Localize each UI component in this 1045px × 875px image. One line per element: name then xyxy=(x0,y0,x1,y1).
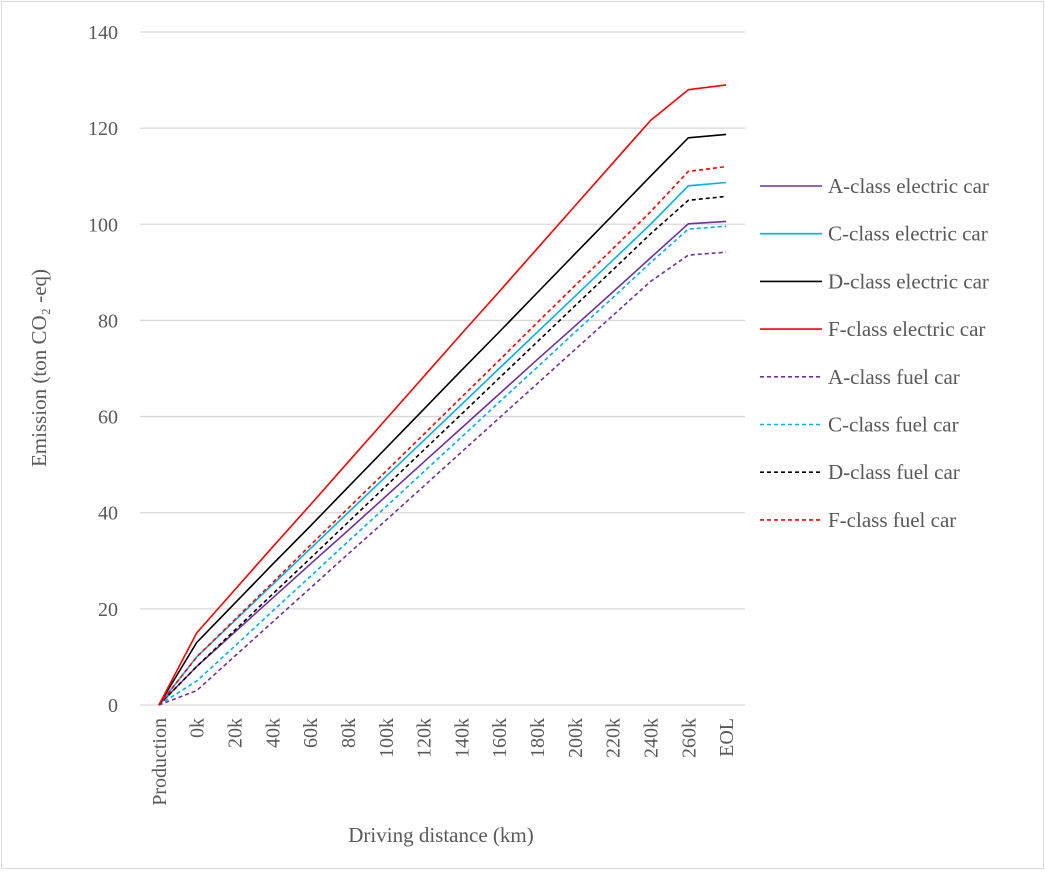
x-tick-label: 180k xyxy=(527,718,549,758)
x-tick-label: 100k xyxy=(376,718,398,758)
y-tick-label: 140 xyxy=(88,22,118,44)
x-tick-label: 200k xyxy=(565,718,587,758)
series-line-2 xyxy=(158,181,727,706)
y-tick-label: 60 xyxy=(98,407,118,429)
x-tick-label: EOL xyxy=(716,718,738,757)
y-tick-label: 0 xyxy=(108,695,118,717)
series-line-1 xyxy=(158,220,727,706)
legend-label: D-class electric car xyxy=(828,269,989,293)
x-tick-label: 0k xyxy=(187,718,209,738)
x-tick-label: 20k xyxy=(225,718,247,748)
x-tick-label: 40k xyxy=(262,718,284,748)
x-tick-label: 60k xyxy=(300,718,322,748)
y-tick-label: 100 xyxy=(88,214,118,236)
legend: A-class electric car C-class electric car… xyxy=(760,174,989,532)
series-line-8 xyxy=(158,165,727,706)
y-axis-ticks: 0 20 40 60 80 100 120 140 xyxy=(88,22,118,717)
legend-label: C-class fuel car xyxy=(828,413,959,437)
x-tick-label: 80k xyxy=(338,718,360,748)
y-tick-label: 80 xyxy=(98,310,118,332)
y-tick-label: 20 xyxy=(98,599,118,621)
series-lines xyxy=(158,84,727,706)
x-tick-label: 220k xyxy=(603,718,625,758)
legend-label: F-class fuel car xyxy=(828,508,956,532)
x-tick-label: 160k xyxy=(489,718,511,758)
x-tick-label: 140k xyxy=(451,718,473,758)
series-line-7 xyxy=(158,195,727,706)
legend-label: C-class electric car xyxy=(828,222,988,246)
x-tick-label: 120k xyxy=(414,718,436,758)
legend-label: A-class fuel car xyxy=(828,365,960,389)
x-tick-label: 260k xyxy=(678,718,700,758)
x-axis-ticks: Production 0k 20k 40k 60k 80k 100k 120k 140k 160k… xyxy=(149,718,738,806)
series-line-4 xyxy=(158,84,727,706)
legend-label: D-class fuel car xyxy=(828,460,960,484)
y-axis-title: Emission (ton CO₂ -eq) xyxy=(27,269,51,467)
series-line-5 xyxy=(158,251,727,706)
series-line-3 xyxy=(158,133,727,706)
x-axis-title: Driving distance (km) xyxy=(348,823,533,847)
y-tick-label: 120 xyxy=(88,118,118,140)
series-line-6 xyxy=(158,225,727,706)
legend-label: F-class electric car xyxy=(828,317,985,341)
legend-label: A-class electric car xyxy=(828,174,989,198)
y-tick-label: 40 xyxy=(98,503,118,525)
x-tick-label: Production xyxy=(149,718,171,806)
x-tick-label: 240k xyxy=(640,718,662,758)
